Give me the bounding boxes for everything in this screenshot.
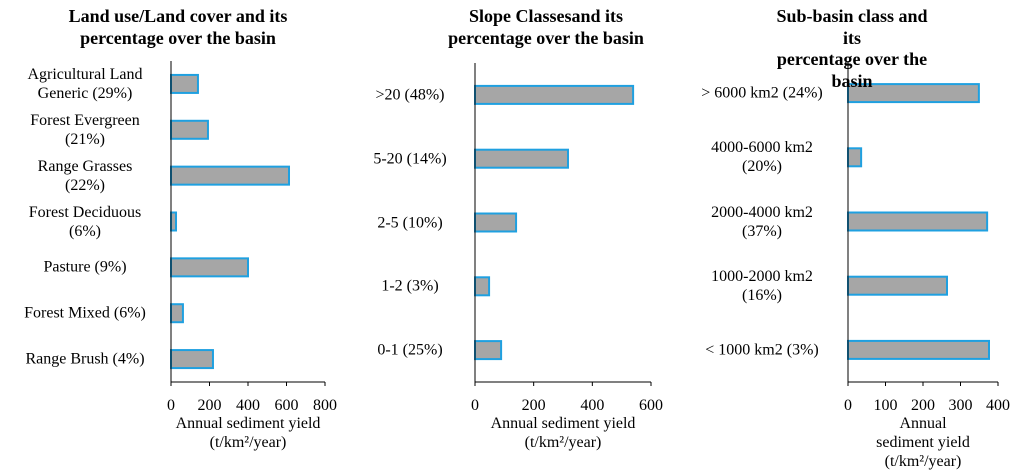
bar	[474, 276, 491, 297]
y-tick-label: Forest Evergreen (21%)	[30, 111, 140, 148]
figure: Land use/Land cover and its percentage o…	[24, 6, 1010, 470]
y-tick-label: 1-2 (3%)	[381, 277, 439, 295]
x-tick-label: 400	[580, 397, 605, 414]
bar	[847, 339, 990, 360]
y-tick-label: 5-20 (14%)	[373, 150, 447, 168]
charts	[170, 61, 999, 386]
bar	[474, 212, 518, 233]
x-tick-label: 0	[167, 397, 175, 414]
x-tick-label: 0	[471, 397, 479, 414]
y-tick-label: 2000-4000 km2 (37%)	[711, 203, 813, 240]
x-tick-label: 200	[521, 397, 546, 414]
y-tick-label: Agricultural Land Generic (29%)	[27, 65, 143, 102]
y-tick-label: > 6000 km2 (24%)	[701, 84, 823, 102]
y-tick-label: < 1000 km2 (3%)	[705, 341, 819, 359]
bar	[847, 147, 863, 168]
y-tick-label: 4000-6000 km2 (20%)	[711, 139, 813, 176]
y-tick-label: 1000-2000 km2 (16%)	[711, 267, 813, 304]
y-tick-label: Range Grasses (22%)	[37, 157, 133, 194]
bar	[474, 84, 635, 105]
chart-title: Land use/Land cover and its percentage o…	[68, 6, 288, 48]
x-axis-label: Annual sediment yield (t/km²/year)	[490, 415, 636, 452]
x-axis-label: Annual sediment yield (t/km²/year)	[876, 415, 970, 471]
y-tick-label: >20 (48%)	[375, 86, 445, 104]
x-tick-label: 600	[274, 397, 299, 414]
x-tick-label: 600	[639, 397, 663, 414]
bar	[170, 73, 199, 94]
y-tick-label: 0-1 (25%)	[377, 341, 443, 359]
x-axis-label: Annual sediment yield (t/km²/year)	[175, 415, 321, 452]
x-tick-label: 400	[236, 397, 260, 414]
bar	[847, 211, 989, 232]
chart-title: Sub-basin class and its percentage over …	[776, 6, 928, 91]
x-tick-label: 400	[986, 397, 1010, 414]
x-tick-label: 800	[313, 397, 337, 414]
x-tick-label: 200	[197, 397, 222, 414]
y-tick-label: Forest Deciduous (6%)	[28, 203, 142, 240]
bar	[170, 165, 291, 186]
bar	[474, 148, 569, 169]
x-tick-label: 0	[844, 397, 852, 414]
bar	[170, 257, 249, 278]
bar	[170, 349, 214, 370]
bar	[474, 340, 503, 361]
bar	[170, 303, 184, 324]
bar	[847, 275, 948, 296]
x-tick-label: 200	[911, 397, 935, 414]
bar	[170, 119, 209, 140]
x-tick-label: 300	[948, 397, 973, 414]
y-tick-label: Pasture (9%)	[43, 258, 127, 276]
y-tick-label: 2-5 (10%)	[377, 213, 443, 231]
y-tick-label: Forest Mixed (6%)	[24, 304, 146, 322]
y-tick-label: Range Brush (4%)	[25, 350, 145, 368]
x-tick-label: 100	[873, 397, 898, 414]
chart-title: Slope Classesand its percentage over the…	[448, 6, 644, 48]
bar	[170, 211, 178, 232]
